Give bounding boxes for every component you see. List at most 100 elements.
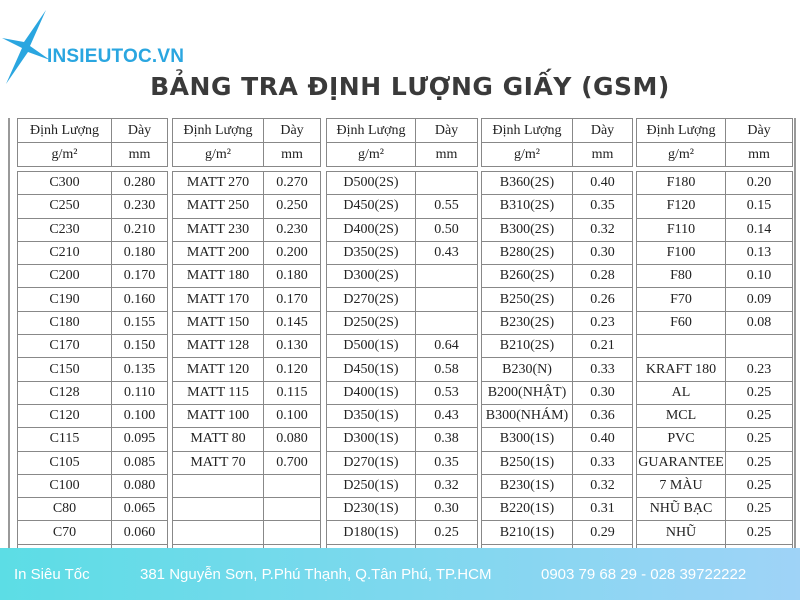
table-row: D350(1S) 0.43 bbox=[326, 403, 478, 429]
thickness: 0.33 bbox=[572, 450, 633, 475]
paper-type: B360(2S) bbox=[481, 170, 573, 196]
table-row: PVC 0.25 bbox=[636, 427, 793, 452]
thickness: 0.36 bbox=[572, 403, 633, 429]
table-group: Định Lượng Dày g/m² mm B360(2S) 0.40 B310(2S… bbox=[481, 118, 633, 569]
paper-type: F100 bbox=[636, 240, 726, 266]
table-row: MATT 180 0.180 bbox=[172, 264, 321, 289]
paper-type: F80 bbox=[636, 264, 726, 289]
table-row: B230(N) 0.33 bbox=[481, 357, 633, 382]
thickness: 0.100 bbox=[111, 403, 168, 429]
footer-address: 381 Nguyễn Sơn, P.Phú Thạnh, Q.Tân Phú, … bbox=[140, 565, 492, 583]
paper-type: C250 bbox=[17, 194, 112, 219]
table-row: NHŨ 0.25 bbox=[636, 520, 793, 545]
thickness: 0.15 bbox=[725, 194, 793, 219]
table-header: Định Lượng Dày g/m² mm bbox=[17, 118, 168, 167]
paper-type: D230(1S) bbox=[326, 497, 416, 522]
paper-type: D300(1S) bbox=[326, 427, 416, 452]
unit-weight: g/m² bbox=[481, 142, 573, 167]
table-row bbox=[172, 473, 321, 499]
paper-type: D270(2S) bbox=[326, 287, 416, 312]
thickness: 0.110 bbox=[111, 380, 168, 405]
paper-type: C70 bbox=[17, 520, 112, 545]
thickness: 0.155 bbox=[111, 310, 168, 336]
table-row: B250(2S) 0.26 bbox=[481, 287, 633, 312]
thickness: 0.40 bbox=[572, 427, 633, 452]
thickness bbox=[263, 497, 321, 522]
table-row: D450(2S) 0.55 bbox=[326, 194, 478, 219]
paper-type: MATT 200 bbox=[172, 240, 264, 266]
paper-type: B230(2S) bbox=[481, 310, 573, 336]
table-row: MATT 270 0.270 bbox=[172, 170, 321, 196]
table-row: C250 0.230 bbox=[17, 194, 168, 219]
thickness: 0.25 bbox=[725, 520, 793, 545]
thickness: 0.35 bbox=[572, 194, 633, 219]
thickness: 0.270 bbox=[263, 170, 321, 196]
thickness: 0.080 bbox=[111, 473, 168, 499]
table-row: D500(1S) 0.64 bbox=[326, 334, 478, 359]
thickness: 0.14 bbox=[725, 217, 793, 242]
thickness: 0.170 bbox=[263, 287, 321, 312]
table-row: D350(2S) 0.43 bbox=[326, 240, 478, 266]
paper-type: 7 MÀU bbox=[636, 473, 726, 499]
table-row: MCL 0.25 bbox=[636, 403, 793, 429]
paper-type: C105 bbox=[17, 450, 112, 475]
table-body: F180 0.20 F120 0.15 F110 0.14 F100 0.13 F80 0.10 F… bbox=[636, 170, 793, 569]
table-row: MATT 80 0.080 bbox=[172, 427, 321, 452]
header-weight: Định Lượng bbox=[481, 118, 573, 143]
star-logo-icon bbox=[2, 10, 50, 84]
paper-type: B300(1S) bbox=[481, 427, 573, 452]
unit-thickness: mm bbox=[725, 142, 793, 167]
header-weight: Định Lượng bbox=[172, 118, 264, 143]
paper-type: MATT 230 bbox=[172, 217, 264, 242]
table-row: B300(1S) 0.40 bbox=[481, 427, 633, 452]
table-row: D250(2S) bbox=[326, 310, 478, 336]
table-row: B210(1S) 0.29 bbox=[481, 520, 633, 545]
table-header: Định Lượng Dày g/m² mm bbox=[636, 118, 793, 167]
header-thickness: Dày bbox=[572, 118, 633, 143]
paper-type: C300 bbox=[17, 170, 112, 196]
table-row: MATT 200 0.200 bbox=[172, 240, 321, 266]
paper-type: MATT 70 bbox=[172, 450, 264, 475]
thickness: 0.13 bbox=[725, 240, 793, 266]
table-row: C128 0.110 bbox=[17, 380, 168, 405]
thickness: 0.32 bbox=[572, 473, 633, 499]
paper-type: C170 bbox=[17, 334, 112, 359]
paper-type: KRAFT 180 bbox=[636, 357, 726, 382]
thickness bbox=[415, 170, 478, 196]
table-header: Định Lượng Dày g/m² mm bbox=[481, 118, 633, 167]
thickness: 0.085 bbox=[111, 450, 168, 475]
table-row: B260(2S) 0.28 bbox=[481, 264, 633, 289]
paper-type: B250(2S) bbox=[481, 287, 573, 312]
paper-type: B210(1S) bbox=[481, 520, 573, 545]
table-row: B220(1S) 0.31 bbox=[481, 497, 633, 522]
thickness: 0.30 bbox=[415, 497, 478, 522]
thickness: 0.50 bbox=[415, 217, 478, 242]
thickness: 0.230 bbox=[263, 217, 321, 242]
paper-type: PVC bbox=[636, 427, 726, 452]
table-row: F100 0.13 bbox=[636, 240, 793, 266]
thickness: 0.160 bbox=[111, 287, 168, 312]
paper-type: D250(2S) bbox=[326, 310, 416, 336]
thickness: 0.30 bbox=[572, 380, 633, 405]
thickness: 0.20 bbox=[725, 170, 793, 196]
thickness: 0.32 bbox=[415, 473, 478, 499]
table-row bbox=[636, 334, 793, 359]
footer-company: In Siêu Tốc bbox=[14, 565, 90, 583]
table-row: D400(2S) 0.50 bbox=[326, 217, 478, 242]
thickness: 0.35 bbox=[415, 450, 478, 475]
table-row: D180(1S) 0.25 bbox=[326, 520, 478, 545]
paper-type: D450(2S) bbox=[326, 194, 416, 219]
paper-type: MATT 250 bbox=[172, 194, 264, 219]
thickness: 0.64 bbox=[415, 334, 478, 359]
table-row: B230(2S) 0.23 bbox=[481, 310, 633, 336]
table-row: C230 0.210 bbox=[17, 217, 168, 242]
thickness: 0.29 bbox=[572, 520, 633, 545]
table-row: C100 0.080 bbox=[17, 473, 168, 499]
thickness: 0.25 bbox=[725, 403, 793, 429]
footer: In Siêu Tốc 381 Nguyễn Sơn, P.Phú Thạnh,… bbox=[0, 548, 800, 600]
paper-type: MATT 270 bbox=[172, 170, 264, 196]
thickness: 0.28 bbox=[572, 264, 633, 289]
thickness: 0.135 bbox=[111, 357, 168, 382]
unit-weight: g/m² bbox=[326, 142, 416, 167]
thickness: 0.32 bbox=[572, 217, 633, 242]
